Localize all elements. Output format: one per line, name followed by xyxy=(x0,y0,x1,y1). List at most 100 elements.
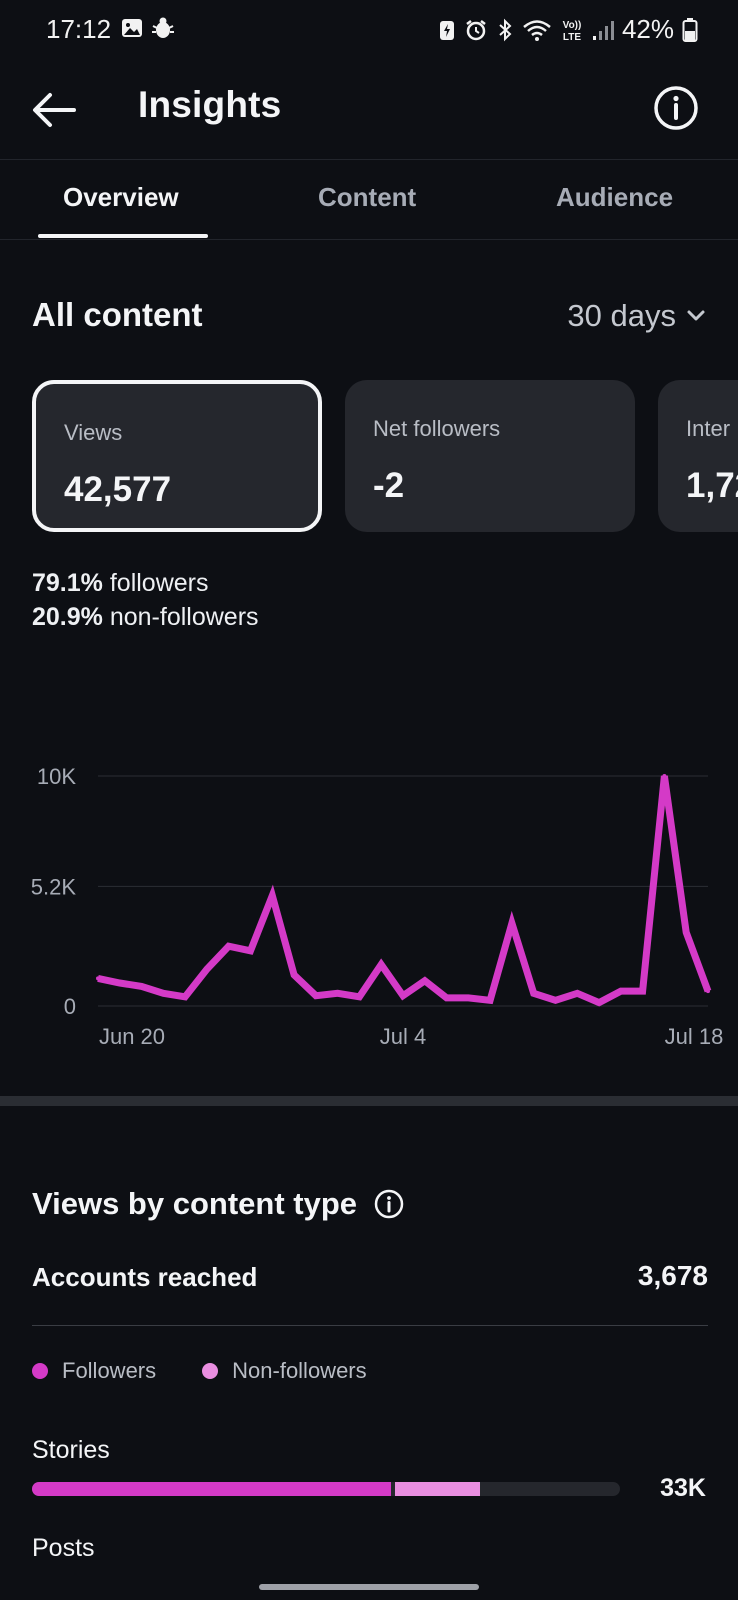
y-tick-label: 5.2K xyxy=(31,874,77,899)
arrow-left-icon[interactable] xyxy=(28,84,80,136)
tab-audience[interactable]: Audience xyxy=(556,182,674,212)
data-point xyxy=(401,993,405,998)
data-point xyxy=(139,984,144,989)
status-bar: 17:12 Vo xyxy=(0,0,738,56)
stories-non-followers-segment xyxy=(394,1482,480,1496)
svg-text:Vo)): Vo)) xyxy=(563,20,582,31)
data-point xyxy=(357,994,362,999)
posts-label: Posts xyxy=(32,1534,95,1562)
data-point xyxy=(706,989,710,994)
data-point xyxy=(379,962,384,967)
data-point xyxy=(553,998,558,1003)
data-point xyxy=(575,991,580,996)
section-divider xyxy=(0,1096,738,1106)
content-type-legend: Followers Non-followers xyxy=(32,1358,413,1384)
views-line-chart[interactable]: 10K 5.2K 0 Jun 20 Jul 4 Jul 18 xyxy=(0,740,738,1060)
views-by-content-type-heading: Views by content type xyxy=(32,1186,405,1222)
alarm-icon xyxy=(466,19,486,40)
metric-card-views[interactable]: Views 42,577 xyxy=(32,380,322,532)
y-tick-label: 10K xyxy=(37,764,76,789)
metric-card-label: Views xyxy=(64,420,123,445)
signal-icon xyxy=(592,20,614,40)
accounts-reached-label: Accounts reached xyxy=(32,1262,258,1292)
data-point xyxy=(270,893,275,898)
tab-overview[interactable]: Overview xyxy=(63,182,179,212)
data-point xyxy=(117,981,122,985)
data-point xyxy=(422,978,427,983)
data-point xyxy=(684,930,689,935)
page-title: Insights xyxy=(138,84,282,125)
chevron-down-icon xyxy=(687,310,705,321)
metric-cards: Views 42,577 Net followers -2 Inter 1,72 xyxy=(32,380,738,532)
data-point xyxy=(640,989,645,994)
data-point xyxy=(466,995,471,1000)
views-by-content-type-title: Views by content type xyxy=(32,1186,358,1221)
stories-bar xyxy=(32,1482,620,1496)
non-followers-dot xyxy=(202,1363,219,1379)
followers-dot xyxy=(32,1363,48,1379)
followers-percent: 79.1% xyxy=(32,569,103,597)
metric-card-value: -2 xyxy=(373,466,405,505)
bug-icon xyxy=(152,17,174,38)
active-tab-indicator xyxy=(38,234,208,238)
data-point xyxy=(161,991,166,996)
metric-card-value: 42,577 xyxy=(64,470,172,509)
data-point xyxy=(531,991,536,996)
battery-saver-icon xyxy=(439,20,454,40)
volte-icon: Vo)) LTE xyxy=(563,20,582,43)
non-followers-share: 20.9% non-followers xyxy=(32,600,259,634)
non-followers-share-label: non-followers xyxy=(109,603,259,631)
tab-content[interactable]: Content xyxy=(318,182,417,212)
views-audience-split: 79.1% followers 20.9% non-followers xyxy=(32,566,259,634)
date-range-dropdown[interactable]: 30 days xyxy=(567,298,706,334)
svg-text:LTE: LTE xyxy=(563,32,581,43)
battery-icon xyxy=(682,17,698,42)
tab-bar: Overview Content Audience xyxy=(0,160,738,240)
data-point xyxy=(248,948,253,953)
followers-share-label: followers xyxy=(109,569,209,597)
section-title: All content xyxy=(32,296,203,333)
info-circle-icon[interactable] xyxy=(652,84,700,132)
bluetooth-icon xyxy=(499,18,512,41)
metric-card-label: Net followers xyxy=(373,416,501,441)
data-point xyxy=(662,774,667,778)
non-followers-percent: 20.9% xyxy=(32,603,103,631)
metric-card-net-followers[interactable]: Net followers -2 xyxy=(345,380,635,532)
gallery-icon xyxy=(122,19,142,37)
data-point xyxy=(204,967,209,972)
wifi-icon xyxy=(523,19,551,41)
legend-followers: Followers xyxy=(32,1358,156,1384)
data-point xyxy=(313,993,318,998)
app-bar: Insights xyxy=(0,60,738,160)
x-tick-label: Jul 4 xyxy=(380,1024,426,1049)
stories-value: 33K xyxy=(660,1474,706,1502)
data-point xyxy=(509,921,514,926)
metric-card-label: Inter xyxy=(686,416,731,441)
data-point xyxy=(488,998,493,1003)
accounts-reached-row: Accounts reached 3,678 xyxy=(32,1260,708,1326)
data-point xyxy=(335,991,340,996)
data-point xyxy=(618,989,623,994)
data-point xyxy=(292,972,297,977)
metric-card-interactions[interactable]: Inter 1,72 xyxy=(658,380,738,532)
followers-share: 79.1% followers xyxy=(32,566,259,600)
battery-percent: 42% xyxy=(621,14,674,44)
stories-label: Stories xyxy=(32,1436,110,1464)
x-tick-label: Jun 20 xyxy=(99,1024,165,1049)
data-point xyxy=(183,994,188,999)
date-range-label: 30 days xyxy=(567,298,676,333)
legend-followers-label: Followers xyxy=(62,1358,157,1383)
home-indicator[interactable] xyxy=(259,1584,479,1590)
data-point xyxy=(444,995,449,1000)
info-circle-icon[interactable] xyxy=(373,1188,405,1220)
metric-card-value: 1,72 xyxy=(686,466,738,505)
status-time: 17:12 xyxy=(46,14,112,44)
legend-non-followers-label: Non-followers xyxy=(232,1358,367,1383)
stories-followers-segment xyxy=(32,1482,391,1496)
legend-non-followers: Non-followers xyxy=(202,1358,367,1384)
data-point xyxy=(96,976,100,981)
accounts-reached-value: 3,678 xyxy=(637,1260,708,1291)
views-series-line xyxy=(97,775,712,1007)
x-tick-label: Jul 18 xyxy=(665,1024,724,1049)
y-tick-label: 0 xyxy=(64,994,76,1019)
